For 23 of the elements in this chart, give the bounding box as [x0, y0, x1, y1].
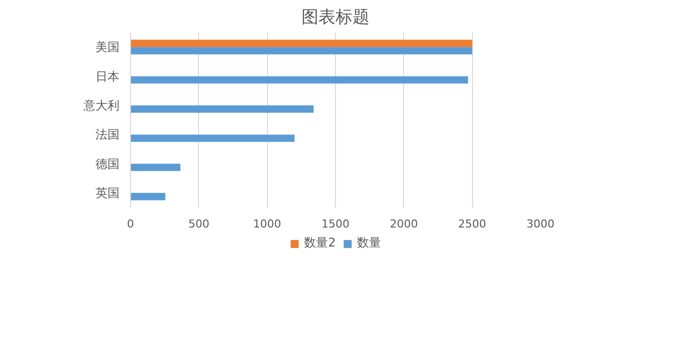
- chart-title: 图表标题: [302, 8, 370, 28]
- y-tick-label: 日本: [96, 69, 120, 84]
- x-tick-label: 3000: [526, 218, 555, 230]
- bar: [130, 40, 472, 48]
- y-tick-label: 意大利: [82, 98, 120, 112]
- y-tick-label: 美国: [96, 40, 120, 54]
- x-tick-label: 0: [127, 218, 134, 230]
- y-tick-label: 法国: [96, 128, 120, 142]
- legend-label: 数量2: [304, 234, 336, 252]
- legend-label: 数量: [356, 234, 381, 252]
- bar: [130, 134, 294, 142]
- bar: [130, 164, 180, 172]
- bar: [130, 105, 314, 113]
- bar: [130, 192, 166, 200]
- x-tick-label: 1000: [253, 218, 282, 230]
- x-tick-label: 2500: [458, 218, 486, 230]
- y-tick-label: 德国: [96, 156, 120, 171]
- y-tick-label: 英国: [96, 186, 120, 200]
- x-tick-label: 500: [188, 218, 210, 230]
- x-tick-label: 2000: [390, 218, 418, 230]
- bar: [130, 47, 472, 54]
- bar: [130, 76, 468, 84]
- x-tick-label: 1500: [322, 218, 350, 230]
